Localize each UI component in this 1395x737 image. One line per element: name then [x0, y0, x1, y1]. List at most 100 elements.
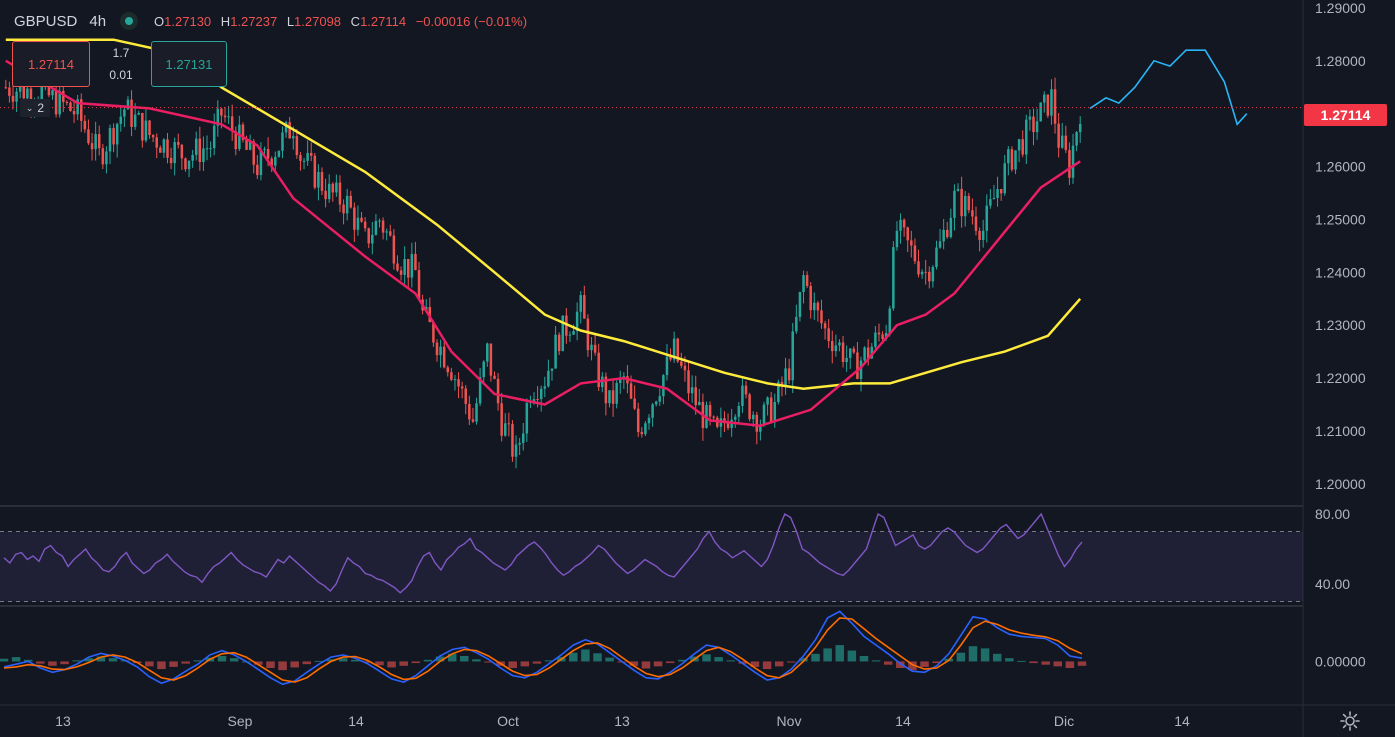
candle-body — [177, 142, 180, 145]
chevron-down-icon: ⌄ — [25, 102, 34, 113]
candle-body — [123, 109, 126, 117]
candle-body — [1075, 132, 1078, 146]
high-label: H — [220, 13, 231, 29]
candle-body — [87, 129, 90, 144]
candle-body — [191, 154, 194, 161]
candle-body — [870, 346, 874, 359]
macd-histogram-bar — [447, 653, 457, 662]
candle-body — [29, 88, 33, 106]
market-status-icon[interactable] — [120, 12, 139, 30]
macd-histogram-bar — [314, 660, 324, 662]
candle-body — [827, 328, 830, 342]
macd-histogram-bar — [908, 661, 917, 671]
macd-histogram-bar — [992, 653, 1002, 662]
candle-body — [967, 195, 971, 211]
candle-body — [942, 229, 945, 242]
macd-histogram-bar — [774, 661, 784, 667]
candle-body — [406, 258, 410, 278]
candle-body — [338, 182, 342, 205]
macd-histogram-bar — [60, 661, 69, 665]
candle-body — [187, 160, 191, 170]
macd-histogram-bar — [375, 661, 384, 666]
candle-body — [784, 368, 787, 386]
macd-histogram-bar — [532, 661, 542, 664]
candle-body — [1053, 89, 1057, 124]
candle-body — [367, 228, 370, 244]
sell-button[interactable]: 1.27114 — [12, 41, 90, 87]
candle-body — [888, 308, 892, 333]
candle-body — [978, 230, 981, 241]
candle-body — [374, 221, 378, 235]
macd-histogram-bar — [96, 656, 106, 662]
candle-body — [874, 332, 877, 347]
candle-body — [1007, 149, 1010, 164]
candle-body — [76, 99, 79, 115]
candle-body — [212, 125, 216, 149]
candle-body — [511, 424, 514, 457]
macd-histogram-bar — [0, 658, 9, 662]
candle-body — [313, 155, 317, 188]
candle-body — [97, 134, 101, 149]
candle-body — [342, 204, 345, 214]
candle-body — [866, 347, 870, 359]
candle-body — [1071, 145, 1075, 178]
gear-icon[interactable] — [1339, 710, 1361, 732]
candle-body — [360, 217, 363, 222]
candle-body — [435, 342, 439, 356]
candle-body — [166, 139, 169, 158]
candle-body — [119, 116, 123, 124]
candle-body — [618, 378, 622, 384]
candle-body — [137, 113, 141, 115]
macd-histogram-bar — [1029, 661, 1038, 664]
candle-body — [478, 377, 482, 404]
candle-body — [992, 198, 996, 200]
candle-body — [852, 348, 856, 353]
macd-histogram-bar — [629, 661, 639, 666]
candle-body — [579, 295, 582, 312]
candle-body — [94, 134, 97, 150]
price-tick-label: 1.28000 — [1315, 53, 1366, 69]
macd-histogram-bar — [738, 661, 748, 664]
candle-body — [906, 227, 909, 241]
candle-body — [658, 396, 662, 402]
macd-histogram-bar — [351, 659, 360, 662]
candle-body — [953, 190, 956, 218]
candle-body — [935, 247, 938, 268]
candle-body — [665, 356, 669, 376]
low-label: L — [286, 13, 295, 29]
candle-body — [586, 318, 590, 351]
candle-body — [180, 144, 184, 159]
candle-body — [363, 221, 367, 229]
symbol-name[interactable]: GBPUSD — [14, 12, 78, 30]
candle-body — [1003, 163, 1007, 194]
candle-body — [924, 271, 927, 273]
candle-body — [141, 113, 144, 141]
candle-body — [999, 189, 1003, 194]
candle-body — [112, 128, 115, 145]
candle-body — [1014, 150, 1017, 170]
candle-body — [11, 95, 15, 102]
candle-body — [708, 405, 712, 417]
close-value: 1.27114 — [360, 13, 407, 29]
candle-body — [636, 408, 640, 432]
candle-body — [507, 423, 511, 425]
candle-body — [417, 270, 421, 300]
timeframe-label[interactable]: 4h — [89, 12, 107, 30]
candle-body — [928, 271, 931, 282]
candle-body — [324, 190, 327, 200]
candle-body — [58, 90, 61, 115]
candle-body — [899, 219, 902, 231]
candle-body — [791, 331, 794, 381]
candle-body — [532, 399, 536, 402]
candle-body — [802, 275, 805, 293]
candle-body — [349, 195, 353, 208]
candle-body — [493, 375, 496, 379]
candle-body — [227, 116, 230, 118]
buy-button[interactable]: 1.27131 — [151, 41, 227, 87]
candle-body — [920, 271, 924, 275]
collapse-indicators-button[interactable]: ⌄ 2 — [20, 99, 50, 117]
candle-body — [769, 397, 773, 423]
candle-body — [40, 87, 43, 102]
candle-body — [690, 387, 694, 394]
